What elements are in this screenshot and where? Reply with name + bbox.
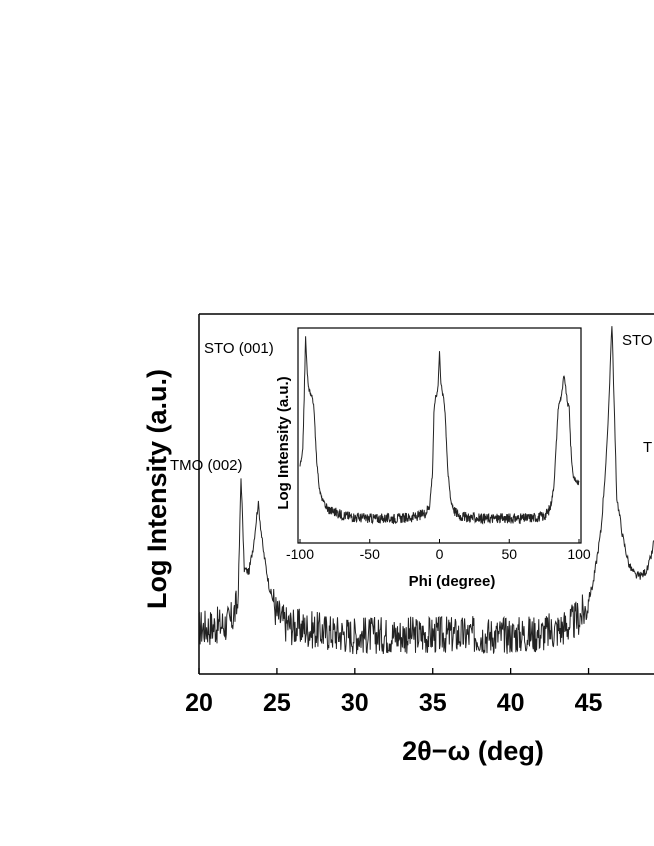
peak-label-tmo-004: T: [643, 439, 652, 456]
inset-plot: -100 -50 0 50 100 Log Intensity (a.u.) Phi (…: [275, 327, 591, 590]
peak-label-tmo-002: TMO (002): [170, 457, 243, 474]
main-x-tick-label: 35: [419, 689, 447, 717]
main-x-tick-label: 30: [341, 689, 369, 717]
main-xrd-series-line: [198, 326, 654, 655]
main-axes: [198, 313, 654, 675]
inset-x-tick-label: 100: [567, 546, 591, 562]
inset-x-ticks: -100 -50 0 50 100: [286, 539, 591, 562]
main-x-tick-label: 25: [263, 689, 291, 717]
main-x-tick-label: 40: [497, 689, 525, 717]
inset-y-axis-label: Log Intensity (a.u.): [275, 376, 292, 509]
peak-label-sto-001: STO (001): [204, 340, 274, 357]
inset-x-tick-label: 50: [501, 546, 517, 562]
main-x-ticks: 20 25 30 35 40 45: [185, 668, 603, 717]
main-x-axis-label: 2θ−ω (deg): [402, 736, 544, 766]
inset-x-axis-label: Phi (degree): [409, 573, 496, 590]
inset-x-tick-label: 0: [436, 546, 444, 562]
peak-label-sto-002: STO: [622, 332, 653, 349]
main-x-tick-label: 45: [575, 689, 603, 717]
main-x-tick-label: 20: [185, 689, 213, 717]
inset-phi-series-line: [299, 336, 580, 525]
inset-x-tick-label: -100: [286, 546, 314, 562]
main-y-axis-label: Log Intensity (a.u.): [142, 369, 172, 609]
inset-x-tick-label: -50: [360, 546, 380, 562]
